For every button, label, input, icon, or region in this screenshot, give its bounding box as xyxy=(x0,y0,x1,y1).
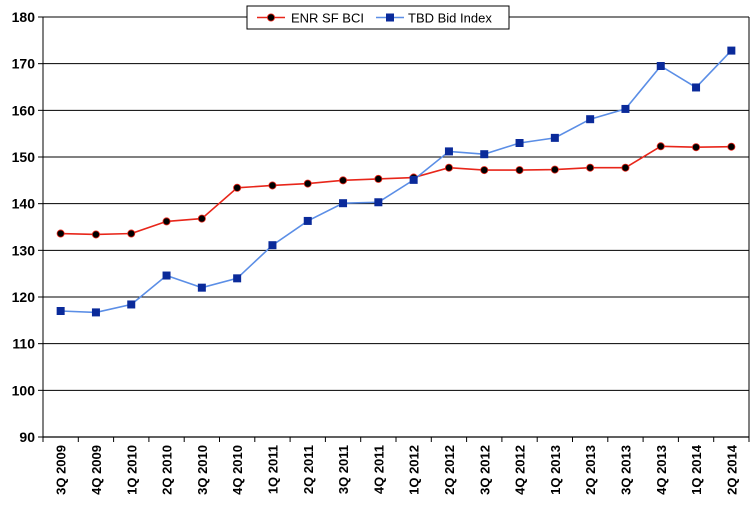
data-point xyxy=(268,181,277,190)
legend-label: ENR SF BCI xyxy=(291,11,364,26)
y-tick-label: 170 xyxy=(12,56,36,72)
data-point xyxy=(374,198,383,207)
x-tick-label: 1Q 2010 xyxy=(124,445,139,495)
y-tick-labels: 90 100 110 120 130 140 150 160 170 180 xyxy=(12,9,36,445)
data-point xyxy=(339,199,348,208)
x-tick-label: 1Q 2014 xyxy=(689,444,704,495)
data-point xyxy=(444,147,453,156)
legend-marker xyxy=(386,13,394,22)
y-tick-label: 120 xyxy=(12,289,36,305)
data-point xyxy=(692,143,701,152)
x-tick-label: 2Q 2013 xyxy=(583,445,598,495)
x-tick-label: 2Q 2012 xyxy=(442,445,457,495)
x-tick-labels: 3Q 2009 4Q 2009 1Q 2010 2Q 2010 3Q 2010 4Q 20… xyxy=(54,444,740,495)
x-tick-label: 1Q 2012 xyxy=(407,445,422,495)
data-point xyxy=(621,163,630,172)
data-point xyxy=(692,83,701,92)
data-point xyxy=(56,307,65,315)
data-point xyxy=(162,217,171,226)
y-tick-label: 140 xyxy=(12,196,36,212)
x-tick-label: 4Q 2009 xyxy=(89,445,104,495)
data-point xyxy=(727,142,736,151)
data-point xyxy=(444,163,453,172)
data-point xyxy=(727,46,736,55)
data-point xyxy=(91,230,100,239)
x-tick-label: 3Q 2009 xyxy=(54,445,69,495)
x-tick-label: 2Q 2014 xyxy=(724,444,739,495)
data-point xyxy=(197,283,206,292)
y-tick-label: 130 xyxy=(12,242,36,258)
series xyxy=(56,46,736,317)
data-point xyxy=(409,175,418,184)
data-point xyxy=(656,62,665,70)
series-0 xyxy=(56,142,736,239)
x-tick-label: 3Q 2013 xyxy=(618,445,633,495)
x-tick-label: 2Q 2011 xyxy=(301,445,316,494)
data-point xyxy=(162,271,171,280)
data-point xyxy=(374,174,383,183)
data-point xyxy=(550,133,559,142)
y-tick-label: 110 xyxy=(12,336,35,352)
series-1 xyxy=(56,46,736,317)
legend: ENR SF BCI TBD Bid Index xyxy=(246,5,510,30)
data-point xyxy=(268,241,277,250)
data-point xyxy=(91,308,100,317)
axes xyxy=(38,16,750,442)
data-point xyxy=(586,163,595,172)
x-tick-label: 4Q 2010 xyxy=(230,445,245,495)
data-point xyxy=(233,183,242,192)
data-point xyxy=(515,166,524,175)
data-point xyxy=(480,150,489,159)
x-tick-label: 2Q 2010 xyxy=(160,445,175,495)
data-point xyxy=(621,104,630,113)
x-tick-label: 1Q 2013 xyxy=(548,445,563,495)
x-tick-label: 4Q 2011 xyxy=(371,445,386,494)
grid-lines xyxy=(43,16,749,438)
data-point xyxy=(127,300,136,309)
series-line xyxy=(60,145,732,236)
data-point xyxy=(480,166,489,175)
data-point xyxy=(197,214,206,223)
data-point xyxy=(303,216,312,225)
legend-marker xyxy=(266,13,275,22)
y-tick-label: 180 xyxy=(12,9,36,25)
data-point xyxy=(127,229,136,238)
x-tick-label: 3Q 2010 xyxy=(195,445,210,495)
data-point xyxy=(339,176,348,185)
data-point xyxy=(56,229,65,238)
x-tick-label: 1Q 2011 xyxy=(265,445,280,494)
legend-label: TBD Bid Index xyxy=(408,11,492,26)
data-point xyxy=(586,115,595,124)
y-tick-label: 90 xyxy=(19,429,35,445)
x-tick-label: 4Q 2013 xyxy=(654,445,669,495)
x-tick-label: 4Q 2012 xyxy=(513,445,528,495)
x-tick-label: 3Q 2011 xyxy=(336,445,351,494)
x-tick-label: 3Q 2012 xyxy=(477,445,492,495)
y-tick-label: 160 xyxy=(12,102,36,118)
y-tick-label: 150 xyxy=(12,149,36,165)
data-point xyxy=(233,274,242,283)
data-point xyxy=(550,165,559,174)
data-point xyxy=(515,139,524,147)
data-point xyxy=(303,179,312,188)
y-tick-label: 100 xyxy=(12,382,36,398)
data-point xyxy=(656,142,665,151)
series-line xyxy=(60,50,732,314)
